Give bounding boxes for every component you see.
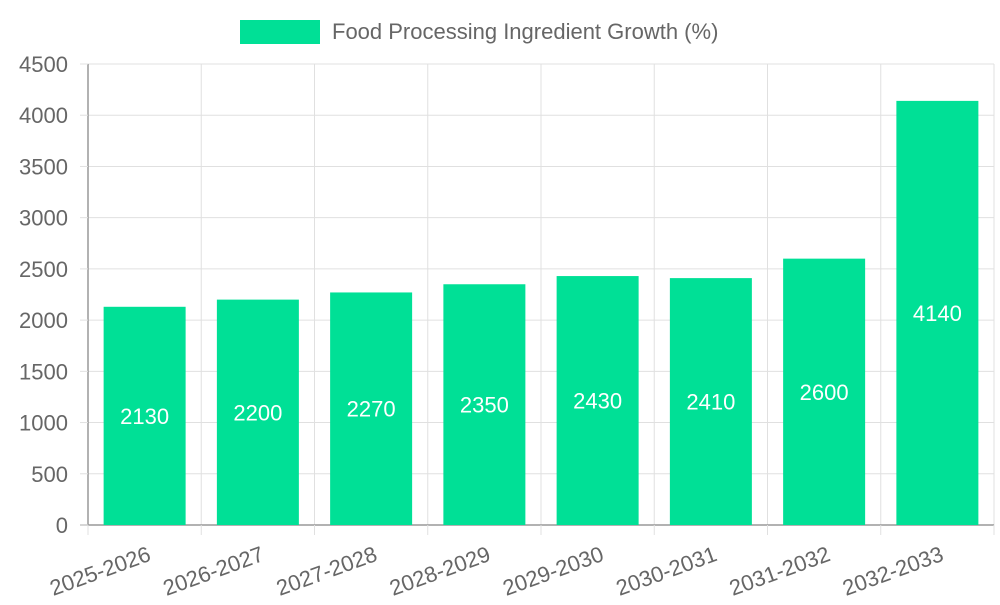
y-tick-label: 3500	[19, 154, 68, 179]
y-tick-label: 3000	[19, 206, 68, 231]
bar[interactable]	[556, 276, 639, 525]
y-tick-label: 4000	[19, 103, 68, 128]
bar-data-labels: 2130 2200 2270 2350 2430 2410 2600 4140	[120, 301, 962, 429]
x-axis-ticks: 2025-2026 2026-2027 2027-2028 2028-2029 2029…	[46, 525, 995, 601]
y-axis-ticks: 0 500 1000 1500 2000 2500 3000 3500 4000 4500	[19, 52, 88, 538]
bar[interactable]	[216, 299, 299, 525]
bar-value-label: 2410	[686, 390, 735, 415]
y-tick-label: 500	[31, 462, 68, 487]
x-tick-label: 2030-2031	[613, 541, 720, 600]
bar[interactable]	[896, 100, 979, 525]
x-tick-label: 2025-2026	[46, 541, 153, 600]
bar[interactable]	[103, 306, 186, 525]
bar-value-label: 2600	[800, 380, 849, 405]
x-tick-label: 2026-2027	[160, 541, 267, 600]
bar-value-label: 4140	[913, 301, 962, 326]
y-tick-label: 2500	[19, 257, 68, 282]
x-tick-label: 2029-2030	[499, 541, 606, 600]
bar-value-label: 2350	[460, 393, 509, 418]
y-tick-label: 4500	[19, 52, 68, 77]
bar[interactable]	[443, 284, 526, 525]
legend[interactable]: Food Processing Ingredient Growth (%)	[240, 19, 718, 44]
y-tick-label: 1000	[19, 411, 68, 436]
bar[interactable]	[330, 292, 413, 525]
bar-value-label: 2430	[573, 389, 622, 414]
bar[interactable]	[669, 278, 752, 525]
x-tick-label: 2027-2028	[273, 541, 380, 600]
bar[interactable]	[783, 258, 866, 525]
legend-swatch[interactable]	[240, 20, 320, 44]
bar-value-label: 2130	[120, 404, 169, 429]
x-tick-label: 2028-2029	[386, 541, 493, 600]
bar-value-label: 2200	[233, 400, 282, 425]
y-tick-label: 1500	[19, 359, 68, 384]
legend-label: Food Processing Ingredient Growth (%)	[332, 19, 718, 44]
x-tick-label: 2031-2032	[726, 541, 833, 600]
bars	[103, 100, 979, 525]
x-tick-label: 2032-2033	[839, 541, 946, 600]
y-tick-label: 2000	[19, 308, 68, 333]
bar-value-label: 2270	[347, 397, 396, 422]
y-tick-label: 0	[56, 513, 68, 538]
